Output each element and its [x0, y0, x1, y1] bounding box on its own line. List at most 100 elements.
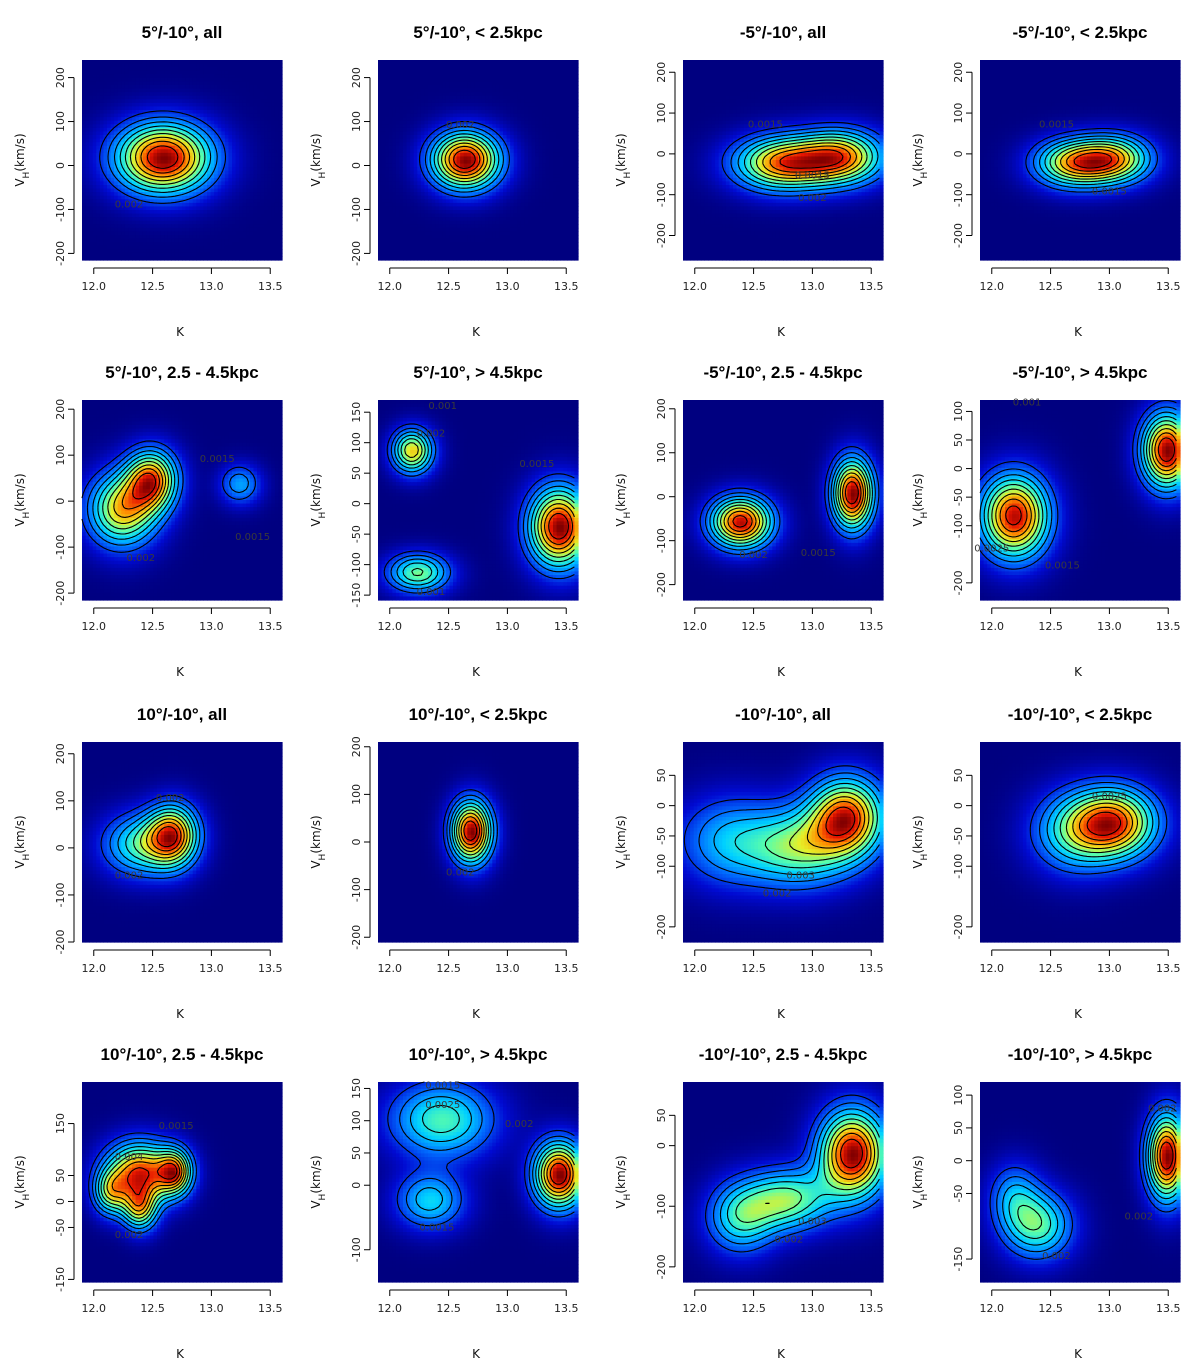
x-tick-label: 13.5 [859, 1302, 884, 1315]
panel-title: 10°/-10°, > 4.5kpc [409, 1045, 548, 1064]
contour-label: 0.002 [115, 870, 144, 881]
y-tick-label: 200 [350, 67, 363, 88]
density-heatmap [378, 400, 579, 601]
x-tick-label: 12.0 [980, 620, 1005, 633]
x-axis-label: K [176, 325, 185, 339]
y-tick-label: -50 [655, 827, 668, 845]
y-label-unit: (km/s) [911, 133, 925, 171]
y-tick-label: 0 [54, 844, 67, 851]
y-tick-label: -100 [350, 197, 363, 222]
y-tick-label: -200 [952, 914, 965, 939]
contour-label: 0.002 [446, 867, 475, 878]
y-tick-label: -200 [655, 572, 668, 597]
y-label-unit: (km/s) [614, 1155, 628, 1193]
contour-label: 0.002 [505, 1119, 534, 1130]
density-heatmap [980, 742, 1181, 943]
x-tick-label: 13.5 [258, 962, 283, 975]
y-label-unit: (km/s) [911, 815, 925, 853]
x-tick-label: 12.5 [140, 280, 165, 293]
y-tick-label: 0 [952, 465, 965, 472]
y-axis-label: VH(km/s) [309, 133, 328, 186]
x-axis-label: K [176, 1347, 185, 1361]
panel-title: -10°/-10°, all [735, 705, 831, 724]
panel-title: 5°/-10°, all [142, 23, 223, 42]
x-tick-label: 13.0 [199, 962, 224, 975]
contour-label: 0.0025 [974, 543, 1009, 554]
density-heatmap [683, 60, 884, 261]
x-tick-label: 13.5 [859, 280, 884, 293]
x-axis-label: K [472, 665, 481, 679]
contour-label: 0.001 [417, 587, 446, 598]
x-axis-label: K [1074, 665, 1083, 679]
y-tick-label: 100 [350, 111, 363, 132]
contour-label: 0.001 [428, 401, 457, 412]
contour-label: 0.004 [115, 1152, 144, 1163]
y-tick-label: -100 [54, 197, 67, 222]
density-heatmap [683, 742, 884, 943]
x-axis-label: K [777, 665, 786, 679]
x-tick-label: 13.5 [554, 962, 579, 975]
y-tick-label: 100 [952, 401, 965, 422]
panel-title: -5°/-10°, 2.5 - 4.5kpc [703, 363, 862, 382]
y-tick-label: 200 [350, 736, 363, 757]
x-tick-label: 12.5 [1038, 962, 1063, 975]
x-tick-label: 12.5 [741, 620, 766, 633]
contour-label: 0.002 [775, 1235, 804, 1246]
contour-label: 0.002 [1148, 1104, 1177, 1115]
panel-13: 10°/-10°, 2.5 - 4.5kpc0.0040.00150.00212… [13, 1045, 283, 1361]
x-tick-label: 13.5 [554, 280, 579, 293]
panel-title: -10°/-10°, < 2.5kpc [1008, 705, 1152, 724]
y-label-subscript: H [22, 172, 32, 179]
contour-label: 0.0015 [801, 548, 836, 559]
y-tick-label: 100 [54, 790, 67, 811]
y-tick-label: 50 [952, 1121, 965, 1135]
panel-title: 5°/-10°, < 2.5kpc [413, 23, 542, 42]
y-axis-label: VH(km/s) [309, 473, 328, 526]
y-label-subscript: H [318, 512, 328, 519]
y-axis-label: VH(km/s) [614, 133, 633, 186]
y-axis-label: VH(km/s) [13, 1155, 32, 1208]
y-tick-label: -200 [54, 241, 67, 266]
panel-title: -5°/-10°, < 2.5kpc [1012, 23, 1147, 42]
y-tick-label: 100 [655, 103, 668, 124]
y-tick-label: -100 [655, 1194, 668, 1219]
y-tick-label: 50 [952, 768, 965, 782]
y-axis-label: VH(km/s) [911, 1155, 930, 1208]
contour-label: 0.0015 [200, 454, 235, 465]
y-tick-label: 0 [655, 802, 668, 809]
y-label-unit: (km/s) [614, 133, 628, 171]
contour-label: 0.002 [115, 199, 144, 210]
panel-title: 5°/-10°, > 4.5kpc [413, 363, 542, 382]
x-axis-label: K [472, 1007, 481, 1021]
y-tick-label: -200 [655, 223, 668, 248]
density-heatmap [82, 1082, 283, 1283]
y-label-subscript: H [22, 854, 32, 861]
y-tick-label: -150 [350, 583, 363, 608]
y-tick-label: 50 [655, 1108, 668, 1122]
x-tick-label: 12.5 [436, 1302, 461, 1315]
y-tick-label: 0 [54, 162, 67, 169]
x-tick-label: 13.5 [859, 962, 884, 975]
density-heatmap [980, 400, 1181, 601]
y-label-subscript: H [920, 172, 930, 179]
y-label-unit: (km/s) [309, 1155, 323, 1193]
x-axis-label: K [777, 1007, 786, 1021]
x-tick-label: 13.0 [800, 962, 825, 975]
x-tick-label: 12.0 [683, 620, 708, 633]
y-axis-label: VH(km/s) [614, 473, 633, 526]
y-label-unit: (km/s) [13, 1155, 27, 1193]
x-tick-label: 12.5 [436, 280, 461, 293]
x-axis-label: K [1074, 325, 1083, 339]
contour-label: 0.0015 [1045, 561, 1080, 572]
y-tick-label: -50 [350, 525, 363, 543]
x-axis-label: K [472, 325, 481, 339]
y-tick-label: 0 [350, 500, 363, 507]
y-axis-label: VH(km/s) [309, 815, 328, 868]
x-tick-label: 13.0 [1097, 962, 1122, 975]
y-label-subscript: H [920, 1194, 930, 1201]
